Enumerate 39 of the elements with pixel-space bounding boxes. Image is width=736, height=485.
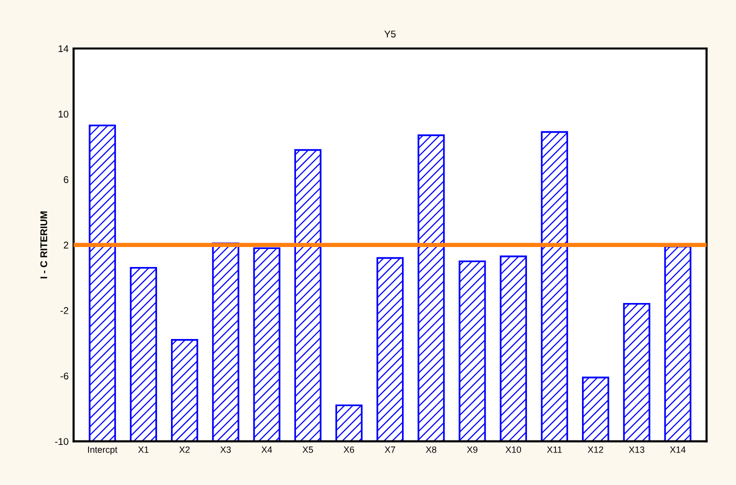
y-tick-label: 10 <box>58 110 68 118</box>
chart-title: Y5 <box>384 30 396 38</box>
bar <box>623 303 650 442</box>
x-tick-label: X5 <box>302 446 314 453</box>
x-tick-label: X7 <box>384 446 396 453</box>
y-tick-label: -6 <box>60 372 68 380</box>
bar <box>582 376 610 442</box>
bar <box>458 260 486 442</box>
y-tick-label: 2 <box>64 242 68 248</box>
y-axis-title: I - C RITERIUM <box>40 212 48 278</box>
x-tick-label: Intercpt <box>88 446 118 455</box>
x-tick-label: X11 <box>546 446 562 453</box>
bar <box>418 134 445 442</box>
x-tick-label: X2 <box>179 446 190 453</box>
x-tick-label: X13 <box>628 446 644 453</box>
x-tick-label: X8 <box>426 446 436 453</box>
x-tick-label: X9 <box>466 446 478 453</box>
y-tick-label: -2 <box>60 307 68 314</box>
x-tick-label: X1 <box>138 446 149 453</box>
bar <box>376 257 404 442</box>
bar <box>294 149 322 442</box>
bar <box>664 246 692 442</box>
bar <box>335 404 363 442</box>
x-tick-label: X14 <box>670 446 686 453</box>
y-tick-label: 14 <box>58 45 68 52</box>
x-tick-label: X6 <box>344 446 354 453</box>
x-tick-label: X10 <box>506 446 522 453</box>
x-tick-label: X4 <box>261 446 272 453</box>
bar <box>212 242 240 442</box>
y-tick-label: -10 <box>55 438 68 445</box>
bar <box>540 131 568 442</box>
bar <box>500 256 527 442</box>
x-tick-label: X12 <box>588 446 604 453</box>
bar <box>88 124 116 442</box>
bar <box>170 339 198 442</box>
y-tick-label: 6 <box>64 176 68 184</box>
x-tick-label: X3 <box>220 446 231 453</box>
bar <box>130 267 158 442</box>
bar <box>253 247 280 442</box>
